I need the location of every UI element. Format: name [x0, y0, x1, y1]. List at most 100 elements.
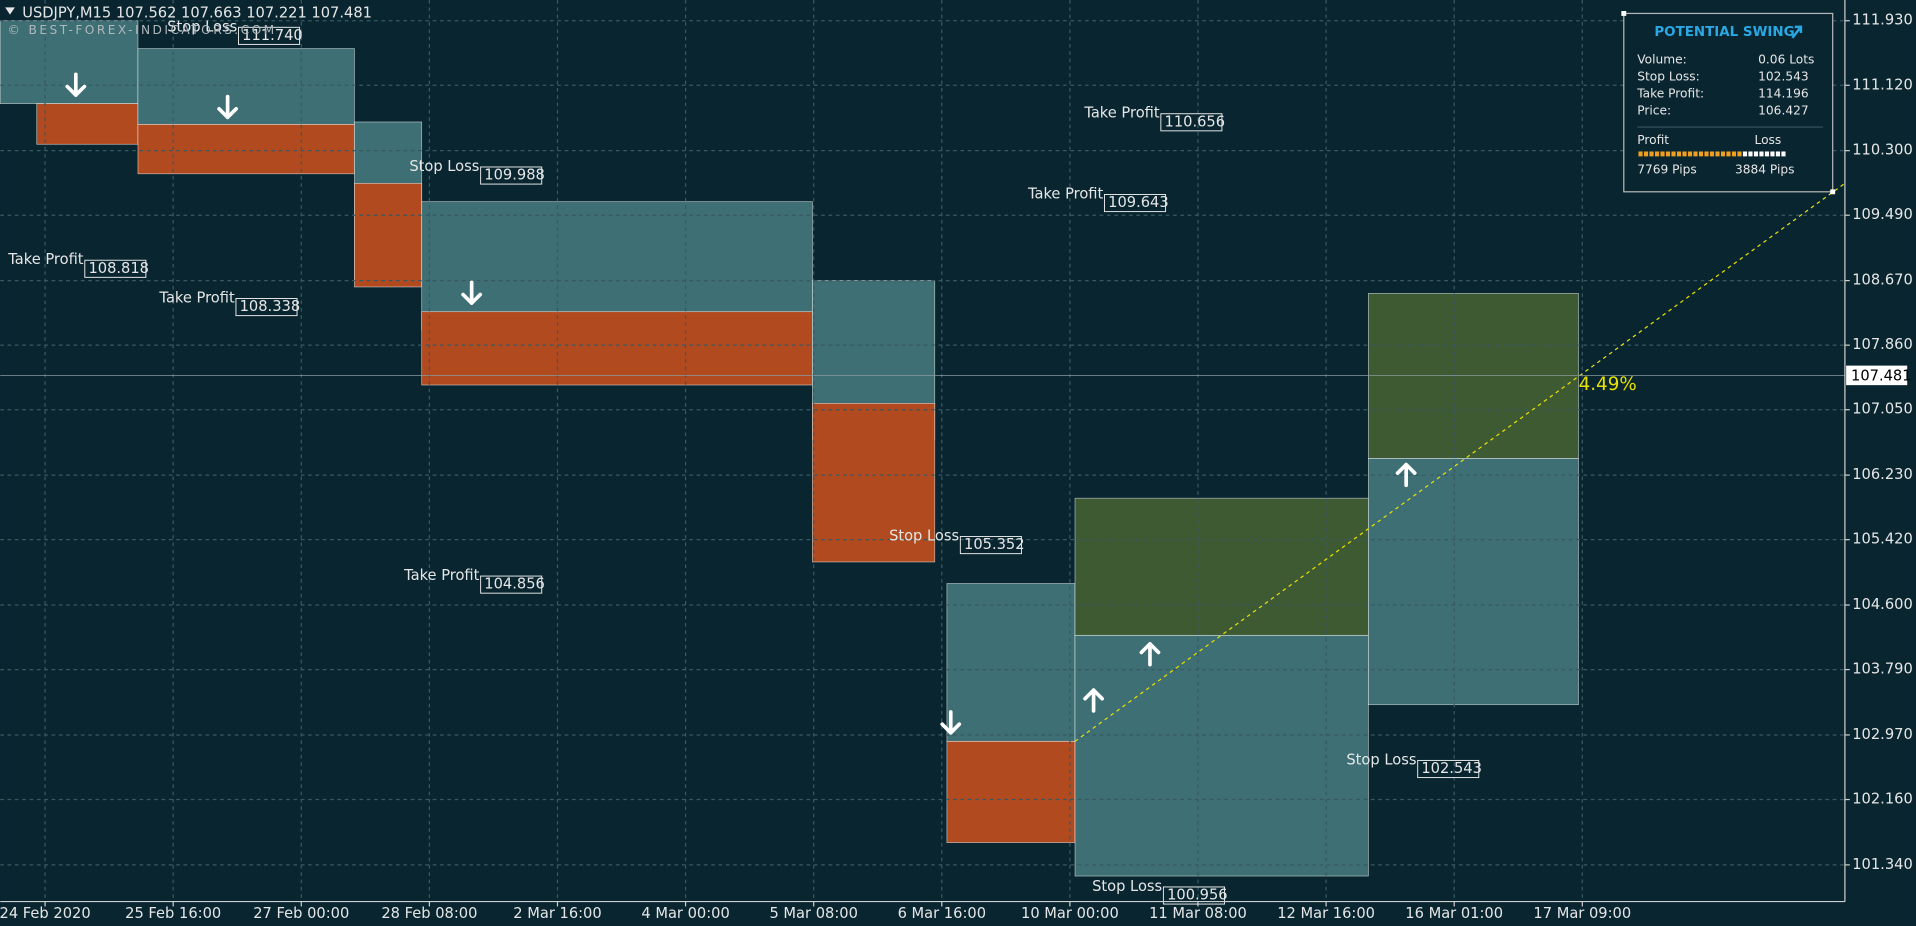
annotation-box — [1417, 759, 1480, 779]
y-tick-label: 108.670 — [1852, 272, 1913, 289]
zone — [421, 201, 813, 331]
panel-handle[interactable] — [1621, 10, 1627, 16]
panel-value: 0.06 Lots — [1758, 52, 1814, 66]
panel-label: Price: — [1637, 104, 1671, 118]
y-tick-label: 107.050 — [1852, 401, 1913, 418]
zone — [354, 182, 423, 288]
menu-icon[interactable] — [5, 7, 15, 15]
zone — [946, 740, 1076, 843]
x-tick-label: 24 Feb 2020 — [0, 905, 91, 922]
y-tick-label: 102.160 — [1852, 791, 1913, 808]
zone — [137, 48, 355, 125]
zone — [812, 402, 936, 563]
panel-icon — [1791, 25, 1803, 39]
y-tick-label: 106.230 — [1852, 466, 1913, 483]
annotation-value: 100.956 — [1167, 887, 1228, 904]
x-tick-label: 27 Feb 00:00 — [253, 905, 349, 922]
signal-arrow — [1395, 462, 1417, 488]
signal-arrow — [1083, 688, 1104, 713]
pip-square — [1676, 151, 1682, 157]
y-tick-label: 109.490 — [1852, 206, 1913, 223]
annotation-label: Stop Loss — [889, 528, 959, 545]
panel-value: 114.196 — [1758, 87, 1808, 101]
watermark: © BEST-FOREX-INDICATORS.COM — [8, 23, 277, 37]
pip-square — [1704, 151, 1709, 157]
pip-square — [1709, 151, 1715, 157]
panel-frame — [1623, 12, 1834, 193]
pip-square — [1770, 151, 1775, 157]
panel-handle[interactable] — [1830, 189, 1836, 195]
y-tick-label: 101.340 — [1852, 856, 1913, 873]
pip-square — [1649, 151, 1654, 157]
annotation-label: Stop Loss — [167, 18, 237, 35]
pip-square — [1775, 151, 1781, 157]
price-tag — [1846, 365, 1908, 386]
x-tick-label: 10 Mar 00:00 — [1021, 905, 1119, 922]
pip-square — [1671, 151, 1676, 157]
y-tick-label: 104.600 — [1852, 596, 1913, 613]
pip-square — [1737, 151, 1742, 157]
y-tick-label: 111.930 — [1852, 12, 1913, 29]
annotation-box — [959, 536, 1022, 555]
panel-label: Stop Loss: — [1637, 69, 1700, 83]
zone — [1368, 292, 1579, 459]
pip-square — [1698, 151, 1704, 157]
pip-square — [1748, 151, 1753, 157]
annotation-value: 105.352 — [964, 536, 1025, 553]
pip-square — [1665, 151, 1671, 157]
zones — [0, 20, 1579, 877]
signal-arrow — [1139, 642, 1161, 667]
pip-square — [1643, 151, 1649, 157]
zone — [1074, 497, 1369, 636]
y-tick-label: 110.300 — [1852, 142, 1913, 159]
chart-title: USDJPY,M15 107.562 107.663 107.221 107.4… — [22, 4, 372, 21]
pip-square — [1764, 151, 1770, 157]
annotation-value: 108.338 — [240, 298, 301, 315]
signal-arrow — [461, 280, 483, 305]
zone — [1074, 634, 1369, 877]
pip-square — [1693, 151, 1698, 157]
annotation-box — [1160, 113, 1223, 132]
panel-title: POTENTIAL SWING — [1654, 25, 1794, 40]
panel-label: Loss — [1755, 133, 1782, 147]
annotation-value: 102.543 — [1421, 760, 1482, 777]
y-tick-label: 105.420 — [1852, 531, 1913, 548]
y-tick-label: 102.970 — [1852, 726, 1913, 743]
y-tick-label: 103.790 — [1852, 661, 1913, 678]
annotation-label: Take Profit — [7, 251, 84, 268]
annotation-value: 109.643 — [1108, 194, 1169, 211]
pip-square — [1687, 151, 1693, 157]
pip-square — [1759, 151, 1764, 157]
annotation-box — [480, 166, 543, 185]
pip-square — [1715, 151, 1720, 157]
annotation-label: Stop Loss — [1092, 878, 1162, 895]
annotation-box — [235, 298, 298, 317]
zone — [946, 583, 1076, 742]
trend-line — [1074, 182, 1846, 742]
panel-label: Take Profit: — [1636, 87, 1704, 101]
annotation-value: 104.856 — [484, 576, 545, 593]
annotation-box — [1103, 193, 1167, 213]
signal-arrow — [217, 94, 239, 120]
panel-label: Profit — [1637, 133, 1669, 147]
x-tick-label: 5 Mar 08:00 — [769, 905, 857, 922]
panel-value: 102.543 — [1758, 69, 1808, 83]
panel-value: 3884 Pips — [1735, 162, 1795, 176]
zone — [137, 123, 355, 175]
pip-square — [1654, 151, 1660, 157]
x-tick-label: 25 Feb 16:00 — [125, 905, 221, 922]
zone — [421, 311, 813, 386]
annotation-label: Stop Loss — [1346, 751, 1416, 768]
pip-square — [1638, 151, 1643, 157]
annotation-box — [480, 575, 543, 594]
pip-square — [1726, 151, 1731, 157]
x-tick-label: 17 Mar 09:00 — [1533, 905, 1631, 922]
x-tick-label: 2 Mar 16:00 — [513, 905, 601, 922]
annotation-label: Take Profit — [158, 290, 235, 307]
annotation-value: 111.740 — [242, 27, 303, 44]
x-tick-label: 12 Mar 16:00 — [1277, 905, 1375, 922]
plot: 4.49% Stop Loss 111.740 Take Profit 110.656 S… — [0, 18, 1846, 905]
panel-label: Volume: — [1637, 52, 1687, 66]
annotation-value: 109.988 — [484, 167, 545, 184]
